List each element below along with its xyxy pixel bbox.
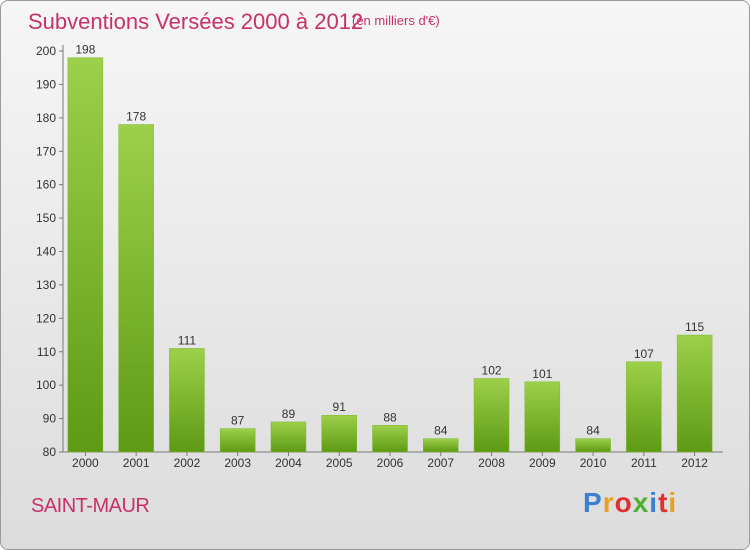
x-tick-label: 2006 [377,456,404,470]
bar [219,428,256,453]
brand-letter: o [614,487,633,518]
bar-value-label: 102 [482,363,502,377]
bar-value-label: 101 [532,367,552,381]
y-tick-label: 80 [43,445,57,459]
bar-value-label: 115 [685,320,704,334]
bar [372,425,408,453]
y-tick-label: 120 [36,311,56,325]
y-tick-label: 90 [43,412,57,426]
bar [118,124,154,453]
y-tick-label: 180 [36,111,56,125]
bar [676,334,713,453]
x-tick-label: 2008 [478,456,505,470]
x-tick-label: 2005 [326,456,353,470]
bar [423,438,459,453]
bar-value-label: 88 [383,410,397,424]
bar-value-label: 84 [586,424,600,438]
y-tick-label: 190 [36,77,56,91]
brand-letter: x [632,487,650,518]
brand-letter: t [658,487,669,518]
bar-value-label: 107 [634,347,654,361]
y-tick-label: 200 [36,44,56,58]
brand-letter: i [668,487,678,518]
bar-value-label: 84 [434,424,448,438]
chart-subtitle: (en milliers d'€) [352,13,440,28]
bar [270,421,307,453]
y-tick-label: 140 [36,245,56,259]
bar [575,438,611,453]
x-tick-label: 2004 [275,456,302,470]
x-tick-label: 2000 [72,456,99,470]
bar [626,361,662,453]
y-tick-label: 130 [36,278,56,292]
x-tick-label: 2001 [123,456,150,470]
bar [321,414,357,453]
x-tick-label: 2010 [580,456,607,470]
bar-value-label: 91 [333,400,347,414]
bar-value-label: 89 [282,407,296,421]
y-tick-label: 100 [36,378,56,392]
y-tick-label: 150 [36,211,56,225]
brand-letter: P [583,487,603,518]
proxiti-logo: Proxiti [583,487,677,519]
bar-value-label: 111 [178,333,197,347]
x-tick-label: 2003 [224,456,251,470]
bar [169,348,205,453]
bar [473,378,510,453]
brand-letter: r [602,487,615,518]
bar-value-label: 178 [126,110,146,124]
bar-value-label: 198 [75,43,95,57]
y-tick-label: 110 [37,345,56,359]
x-tick-label: 2012 [681,456,708,470]
place-name: SAINT-MAUR [31,495,150,517]
y-tick-label: 160 [36,178,56,192]
brand-letter: i [649,487,659,518]
chart-title: Subventions Versées 2000 à 2012 [28,9,364,34]
x-tick-label: 2009 [529,456,556,470]
x-tick-label: 2002 [174,456,201,470]
bar [67,57,104,453]
y-tick-label: 170 [36,144,56,158]
x-tick-label: 2007 [427,456,454,470]
bar-value-label: 87 [231,414,245,428]
bar [524,381,561,453]
x-tick-label: 2011 [631,456,657,470]
